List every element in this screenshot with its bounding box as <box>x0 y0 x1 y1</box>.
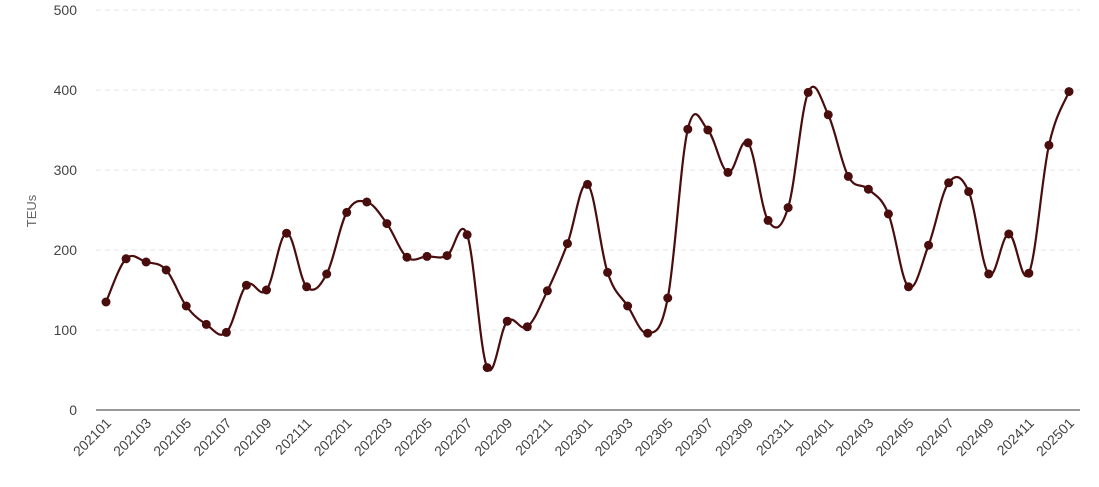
x-tick-label: 202309 <box>712 415 756 459</box>
x-tick-label: 202207 <box>431 415 475 459</box>
data-point <box>803 87 813 97</box>
data-point <box>883 209 893 219</box>
series-line-0 <box>104 85 1071 372</box>
data-point <box>964 187 974 197</box>
x-tick-label: 202301 <box>551 415 595 459</box>
x-tick-label: 202103 <box>110 415 154 459</box>
data-point <box>1004 229 1014 239</box>
data-point <box>322 269 332 279</box>
data-point <box>783 203 793 213</box>
data-points <box>101 87 1074 373</box>
data-point <box>201 319 211 329</box>
x-tick-label: 202405 <box>872 415 916 459</box>
x-tick-label: 202411 <box>993 415 1037 459</box>
y-axis-title: TEUs <box>24 194 39 227</box>
data-point <box>1044 140 1054 150</box>
x-tick-label: 202409 <box>953 415 997 459</box>
data-point <box>382 219 392 229</box>
data-point <box>262 285 271 295</box>
data-point <box>843 171 853 181</box>
data-point <box>161 265 171 275</box>
data-point <box>944 178 954 188</box>
data-point <box>743 138 753 148</box>
data-point <box>663 293 673 303</box>
x-tick-label: 202211 <box>512 415 556 459</box>
y-tick-label: 100 <box>54 322 78 338</box>
data-point <box>924 240 934 250</box>
data-point <box>823 110 833 120</box>
data-point <box>623 301 633 311</box>
data-point <box>362 197 372 207</box>
x-tick-label: 202305 <box>632 415 676 459</box>
data-point <box>402 252 412 262</box>
x-tick-label: 202105 <box>150 415 194 459</box>
x-tick-label: 202403 <box>832 415 876 459</box>
x-tick-label: 202303 <box>591 415 635 459</box>
data-point <box>984 269 994 279</box>
data-point <box>482 363 492 373</box>
data-point <box>302 282 312 292</box>
data-point <box>462 230 472 240</box>
data-point <box>342 207 352 217</box>
data-point <box>141 257 151 267</box>
data-point <box>863 184 873 194</box>
x-tick-labels: 2021012021032021052021072021092021112022… <box>70 415 1077 459</box>
x-tick-label: 202401 <box>792 415 836 459</box>
data-point <box>241 280 251 290</box>
data-point <box>442 251 452 261</box>
data-point <box>542 286 552 296</box>
y-tick-label: 200 <box>54 242 78 258</box>
x-tick-label: 202311 <box>753 415 797 459</box>
data-point <box>101 297 111 307</box>
gridlines <box>96 9 1080 331</box>
y-tick-label: 0 <box>69 402 77 418</box>
x-tick-label: 202307 <box>672 415 716 459</box>
data-point <box>562 239 572 249</box>
data-point <box>121 254 131 264</box>
data-point <box>1064 87 1074 97</box>
x-tick-label: 202109 <box>230 415 274 459</box>
y-tick-label: 400 <box>54 82 78 98</box>
data-point <box>603 267 613 277</box>
y-tick-labels: 0 100 200 300 400 500 <box>54 2 78 418</box>
x-tick-label: 202201 <box>311 415 355 459</box>
data-point <box>583 179 592 189</box>
data-point <box>282 228 292 238</box>
data-point <box>1024 268 1034 278</box>
data-point <box>422 251 432 261</box>
axes: TEUs <box>24 194 1080 411</box>
y-tick-label: 500 <box>54 2 78 18</box>
series-line <box>104 85 1071 372</box>
x-tick-label: 202101 <box>70 415 114 459</box>
data-point <box>181 301 191 311</box>
data-point <box>703 125 713 135</box>
data-point <box>904 282 913 292</box>
data-point <box>522 322 532 332</box>
data-point <box>221 327 231 337</box>
data-point <box>763 215 773 225</box>
x-tick-label: 202203 <box>351 415 395 459</box>
x-tick-label: 202107 <box>190 415 234 459</box>
data-point <box>683 124 693 134</box>
x-tick-label: 202407 <box>912 415 956 459</box>
x-tick-label: 202501 <box>1033 415 1077 459</box>
x-tick-label: 202205 <box>391 415 435 459</box>
x-tick-label: 202209 <box>471 415 515 459</box>
data-point <box>643 328 653 338</box>
y-tick-label: 300 <box>54 162 78 178</box>
data-point <box>502 316 512 326</box>
x-tick-label: 202111 <box>272 415 315 458</box>
data-point <box>723 167 733 177</box>
